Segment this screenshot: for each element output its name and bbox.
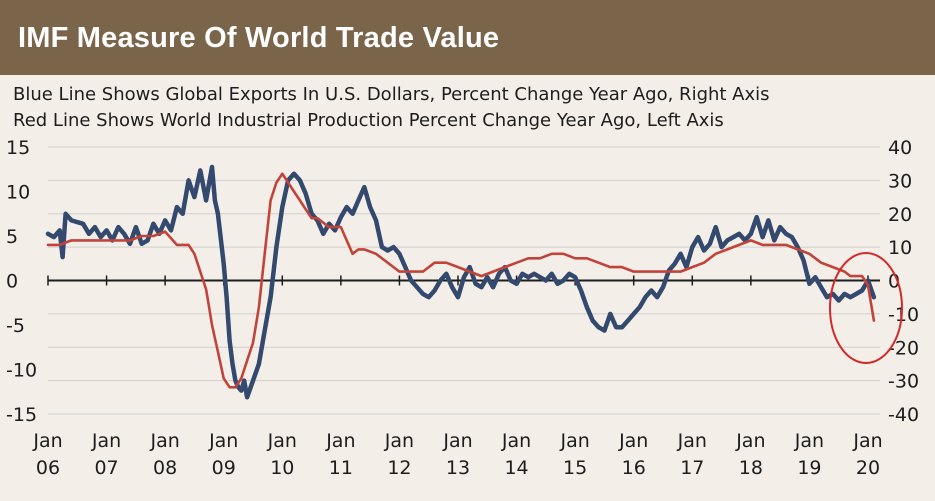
right-tick-label: -30 [888,371,919,393]
subtitle-blue-line: Blue Line Shows Global Exports In U.S. D… [13,84,770,105]
x-axis: Jan 06 Jan 07 Jan 08 Jan 09 Jan 10 Jan 11 Jan 12 Jan 13… [32,430,882,479]
x-tick-label-year: 20 [856,457,880,479]
x-tick-label-month: Jan [618,430,648,452]
x-tick-label-year: 06 [36,457,60,479]
left-tick-label: -5 [6,315,25,337]
x-tick-label-year: 17 [680,457,704,479]
x-tick-label-year: 13 [446,457,470,479]
series-line-industrial-production [46,172,876,389]
x-tick-label-year: 18 [739,457,763,479]
x-tick-label-month: Jan [208,430,238,452]
right-tick-label: 0 [888,271,900,293]
right-tick-label: 10 [888,237,912,259]
x-tick-label-year: 07 [94,457,118,479]
x-tick-label-year: 10 [270,457,294,479]
left-tick-label: -10 [6,360,37,382]
subtitle-red-line: Red Line Shows World Industrial Producti… [13,110,724,131]
right-tick-label: -20 [888,337,919,359]
x-tick-label-month: Jan [384,430,414,452]
x-tick-label-month: Jan [735,430,765,452]
x-tick-label-year: 11 [329,457,353,479]
x-tick-label-month: Jan [794,430,824,452]
x-tick-label-month: Jan [149,430,179,452]
right-axis: 40 30 20 10 0 -10 -20 -30 -40 [888,137,919,426]
x-tick-label-year: 15 [563,457,587,479]
left-tick-label: 10 [6,182,30,204]
left-tick-label: 5 [6,226,18,248]
x-tick-label-month: Jan [267,430,297,452]
series-lines [45,164,877,400]
x-tick-label-month: Jan [852,430,882,452]
left-tick-label: -15 [6,404,37,426]
x-tick-label-month: Jan [325,430,355,452]
left-tick-label: 15 [6,137,30,159]
left-axis: 15 10 5 0 -5 -10 -15 [6,137,37,426]
x-tick-label-month: Jan [559,430,589,452]
title-banner: IMF Measure Of World Trade Value [0,0,935,75]
x-tick-label-year: 19 [797,457,821,479]
chart-title: IMF Measure Of World Trade Value [18,22,500,54]
x-tick-label-month: Jan [91,430,121,452]
x-tick-label-year: 08 [153,457,177,479]
annotation [829,252,903,364]
x-tick-label-month: Jan [677,430,707,452]
right-tick-label: 20 [888,204,912,226]
series-line-global-exports [45,164,877,400]
right-tick-label: -40 [888,404,919,426]
x-tick-label-month: Jan [501,430,531,452]
x-tick-label-year: 12 [387,457,411,479]
x-tick-label-month: Jan [442,430,472,452]
right-tick-label: -10 [888,304,919,326]
x-tick-label-year: 16 [622,457,646,479]
left-tick-label: 0 [6,271,18,293]
right-tick-label: 30 [888,170,912,192]
x-tick-label-month: Jan [32,430,62,452]
x-tick-label-year: 14 [504,457,528,479]
highlight-circle [829,252,903,364]
gridlines [48,146,880,415]
x-tick-label-year: 09 [212,457,236,479]
right-tick-label: 40 [888,137,912,159]
